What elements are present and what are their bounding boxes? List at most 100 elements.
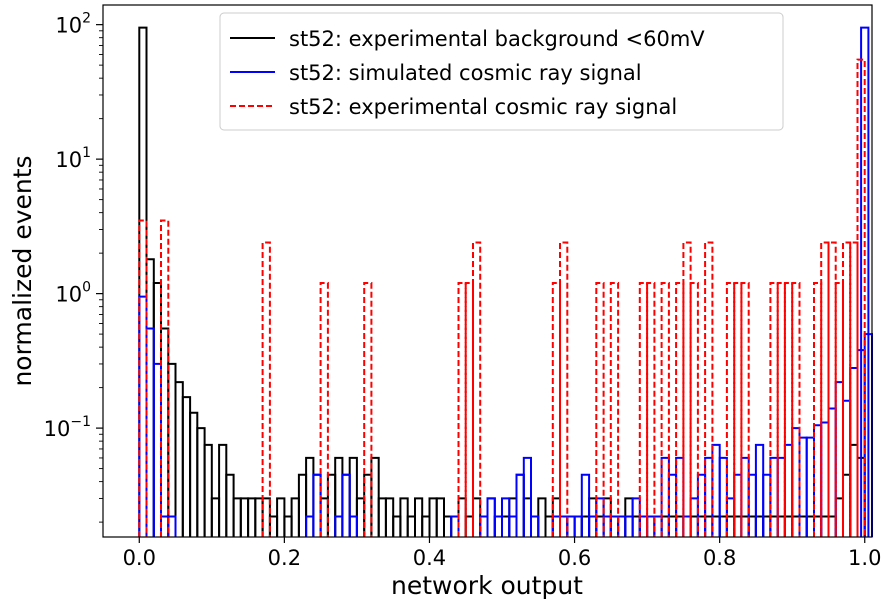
- histogram-bin: [428, 497, 438, 537]
- histogram-bin: [689, 282, 699, 537]
- histogram-bin: [196, 427, 206, 537]
- histogram-bin: [261, 241, 271, 537]
- histogram-bin: [319, 497, 329, 537]
- histogram-bin: [827, 241, 837, 537]
- histogram-bin: [522, 497, 532, 537]
- histogram-bin: [638, 515, 649, 537]
- histogram-bin: [660, 282, 670, 537]
- histogram-bin: [860, 26, 870, 537]
- histogram-bin: [319, 282, 329, 537]
- histogram-bin: [181, 396, 192, 537]
- histogram-bin: [189, 411, 199, 537]
- histogram-bin: [725, 497, 736, 537]
- histogram-bin: [696, 473, 707, 537]
- histogram-bin: [813, 515, 823, 537]
- y-axis: 102 101 100 10−1: [44, 11, 103, 523]
- histogram-bin: [754, 443, 765, 537]
- histogram-bin: [508, 497, 518, 537]
- histogram-bin: [675, 282, 685, 537]
- histogram-bin: [370, 456, 380, 537]
- histogram-bin: [834, 497, 844, 537]
- histogram-bin: [210, 497, 221, 537]
- histogram-bin: [312, 473, 322, 537]
- histogram-bin: [537, 497, 547, 537]
- histogram-bin: [341, 473, 351, 537]
- histogram-bin: [667, 515, 678, 537]
- histogram-bin: [160, 327, 170, 537]
- histogram-bin: [675, 456, 685, 537]
- histogram-bin: [580, 515, 591, 537]
- histogram-bin: [239, 497, 250, 537]
- histogram-bin: [486, 497, 496, 537]
- histogram-bin: [762, 515, 772, 537]
- histogram-bin: [472, 241, 482, 537]
- series-layer: [138, 26, 873, 537]
- histogram-bin: [805, 436, 815, 537]
- histogram-bin: [704, 241, 714, 537]
- histogram-bin: [283, 515, 293, 537]
- histogram-bin: [638, 282, 649, 537]
- histogram-bin: [167, 362, 177, 537]
- histogram-bin: [747, 473, 757, 537]
- histogram-bin: [501, 497, 511, 537]
- histogram-bin: [580, 473, 591, 537]
- histogram-bin: [225, 473, 235, 537]
- histogram-bin: [827, 407, 837, 537]
- histogram-bin: [138, 26, 148, 537]
- histogram-bin: [138, 219, 148, 537]
- histogram-bin: [276, 497, 286, 537]
- histogram-bin: [559, 515, 569, 537]
- histogram-bin: [501, 515, 511, 537]
- histogram-bin: [762, 473, 772, 537]
- histogram-bin: [392, 515, 402, 537]
- x-tick-label: 0.2: [268, 546, 301, 570]
- histogram-bin: [174, 381, 184, 537]
- histogram-bin: [522, 456, 532, 537]
- histogram-bin: [145, 258, 155, 537]
- histogram-bin: [551, 497, 561, 537]
- histogram-bin: [573, 515, 583, 537]
- histogram-bin: [595, 282, 605, 537]
- histogram-bin: [399, 497, 409, 537]
- histogram-bin: [682, 515, 692, 537]
- histogram-bin: [740, 456, 750, 537]
- histogram-bin: [791, 427, 801, 537]
- histogram-bin: [421, 515, 431, 537]
- histogram-bin: [769, 515, 779, 537]
- histogram-bin: [769, 456, 779, 537]
- histogram-bin: [464, 282, 474, 537]
- histogram-bin: [566, 515, 576, 537]
- histogram-bin: [783, 282, 794, 537]
- histogram-bin: [725, 515, 736, 537]
- histogram-bin: [588, 515, 598, 537]
- histogram-bin: [689, 515, 699, 537]
- histogram-bin: [508, 515, 518, 537]
- x-tick-label: 1.0: [848, 546, 881, 570]
- histogram-bin: [479, 515, 489, 537]
- histogram-bin: [667, 473, 678, 537]
- y-tick-label: 100: [55, 280, 91, 307]
- histogram-bin: [754, 515, 765, 537]
- histogram-bin: [849, 367, 859, 537]
- histogram-bin: [733, 282, 743, 537]
- histogram-bin: [377, 497, 387, 537]
- histogram-bin: [268, 515, 279, 537]
- x-axis-label: network output: [391, 571, 583, 599]
- histogram-bin: [443, 515, 453, 537]
- histogram-bin: [297, 473, 308, 537]
- x-tick-label: 0.8: [703, 546, 736, 570]
- histogram-bin: [791, 282, 801, 537]
- histogram-bin: [718, 515, 728, 537]
- histogram-bin: [813, 282, 823, 537]
- histogram-bin: [609, 515, 620, 537]
- histogram-bin: [689, 497, 699, 537]
- histogram-bin: [450, 515, 460, 537]
- histogram-bin: [551, 515, 561, 537]
- histogram-bin: [805, 515, 815, 537]
- series-2: [138, 58, 866, 537]
- histogram-bin: [334, 456, 344, 537]
- histogram-bin: [479, 515, 489, 537]
- histogram-bin: [660, 515, 670, 537]
- histogram-bin: [776, 515, 786, 537]
- histogram-bin: [595, 497, 605, 537]
